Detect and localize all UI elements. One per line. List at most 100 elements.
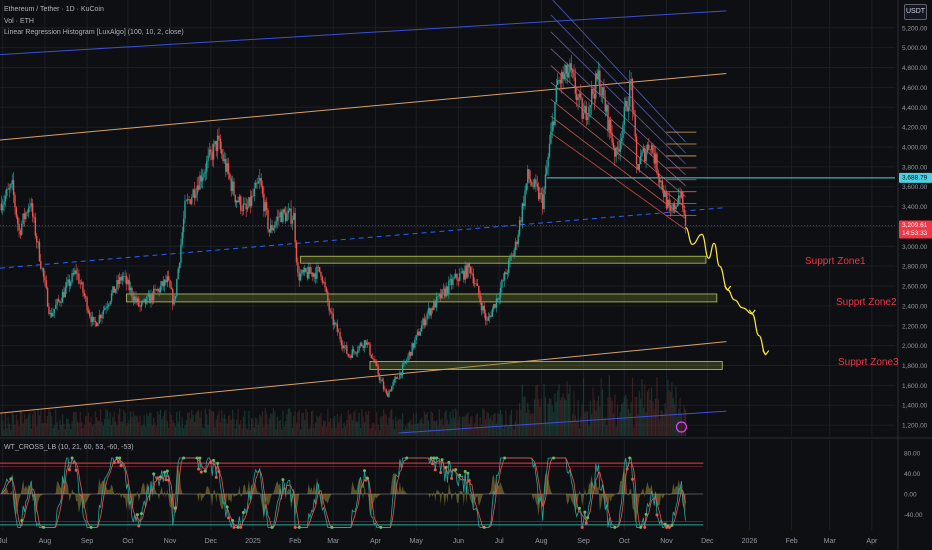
volume-bar (378, 429, 381, 436)
volume-bar (442, 425, 445, 436)
indicator-legend[interactable]: Linear Regression Histogram [LuxAlgo] (1… (4, 29, 184, 36)
volume-bar (163, 411, 166, 436)
volume-bar (607, 397, 609, 436)
lower-deviation-line[interactable] (0, 341, 727, 414)
volume-bar (520, 409, 522, 436)
volume-bar (415, 412, 417, 436)
wt2-line[interactable] (1, 457, 686, 529)
volume-bar (407, 423, 409, 436)
currency-selector[interactable]: USDT (904, 4, 927, 20)
cross-dot (42, 525, 46, 529)
cross-dot (112, 461, 116, 465)
volume-bar (490, 415, 492, 436)
candle-body (661, 180, 664, 191)
cross-dot (163, 470, 167, 474)
candle-body (4, 195, 7, 202)
volume-bar (346, 419, 348, 436)
candle-body (301, 269, 303, 274)
volume-bar (517, 424, 519, 436)
volume-bar (116, 425, 118, 436)
volume-bar (601, 389, 604, 436)
candle-body (147, 294, 149, 297)
volume-bar (338, 422, 340, 436)
volume-bar (426, 412, 428, 436)
volume-bar (544, 397, 547, 436)
volume-bar (87, 412, 90, 436)
candle-body (484, 313, 487, 321)
volume-bar (140, 426, 143, 436)
marked-level-tag-badge[interactable] (899, 172, 932, 183)
candle-body (135, 296, 137, 302)
candle-body (419, 331, 421, 336)
alert-marker-icon[interactable] (675, 421, 688, 433)
volume-bar (659, 419, 661, 436)
support-zone-3[interactable] (369, 361, 723, 370)
candle-body (287, 210, 290, 214)
candle-body (195, 194, 197, 199)
zone-label-1: Supprt Zone1 (805, 256, 866, 267)
volume-bar (78, 422, 80, 436)
volume-bar (14, 424, 16, 436)
volume-bar (212, 411, 215, 436)
candle-body (328, 302, 330, 311)
volume-legend[interactable]: Vol · ETH (4, 18, 34, 25)
candle-body (197, 185, 200, 190)
volume-bar (27, 414, 30, 436)
time-axis[interactable]: Jul Aug Sep Oct Nov Dec 2025 Feb Mar Apr May Jun Jul… (0, 538, 878, 545)
candle-body (635, 136, 638, 165)
regression-band-line (550, 48, 686, 176)
candle-body (283, 209, 285, 213)
volume-bar (256, 418, 258, 436)
volume-bar (472, 429, 474, 436)
support-zone-2[interactable] (126, 293, 718, 303)
volume-bar (366, 414, 368, 436)
time-tick-label: Dec (205, 538, 218, 545)
candle-body (37, 241, 39, 243)
upper-channel-line[interactable] (0, 10, 727, 56)
support-zone-1[interactable] (300, 255, 707, 264)
upper-deviation-line[interactable] (0, 72, 727, 141)
candle-body (639, 155, 642, 164)
volume-bar (656, 377, 658, 436)
candle-body (76, 273, 79, 275)
volume-bar (363, 422, 366, 436)
cross-dot (119, 464, 123, 468)
volume-bar (166, 421, 168, 436)
candle-body (381, 379, 383, 382)
lower-channel-line[interactable] (398, 410, 727, 434)
cross-dot (432, 456, 436, 460)
volume-bar (653, 408, 655, 436)
oscillator-legend[interactable]: WT_CROSS_LB (10, 21, 60, 53, -60, -53) (4, 444, 134, 451)
candle-body (418, 331, 420, 336)
volume-bar (572, 414, 574, 436)
volume-bar (139, 415, 141, 436)
volume-bar (648, 388, 650, 436)
volume-bar (396, 420, 398, 436)
volume-bar (558, 384, 560, 436)
projection-path[interactable] (685, 226, 767, 356)
oscillator-pane[interactable]: 80.00 40.00 0.00 -40.00 (0, 440, 923, 530)
candle-body (642, 148, 645, 152)
candle-body (86, 297, 88, 311)
symbol-legend[interactable]: Ethereum / Tether · 1D · KuCoin (4, 6, 104, 13)
volume-bar (358, 412, 360, 436)
volume-bar (287, 408, 289, 436)
volume-bar (268, 418, 270, 436)
candle-body (230, 178, 232, 191)
candle-body (226, 163, 228, 172)
candle-body (295, 242, 298, 263)
volume-bar (540, 398, 542, 436)
candle-body (274, 225, 276, 228)
time-tick-label: Feb (786, 538, 798, 545)
candle-body (201, 177, 204, 182)
regression-midline[interactable] (0, 207, 727, 269)
candle-body (676, 204, 679, 206)
candle-body (235, 200, 238, 203)
candle-body (633, 110, 635, 115)
candle-body (648, 144, 650, 150)
volume-bar (610, 397, 612, 436)
volume-bar (162, 416, 164, 436)
last-price-tag-badge[interactable] (899, 220, 932, 239)
